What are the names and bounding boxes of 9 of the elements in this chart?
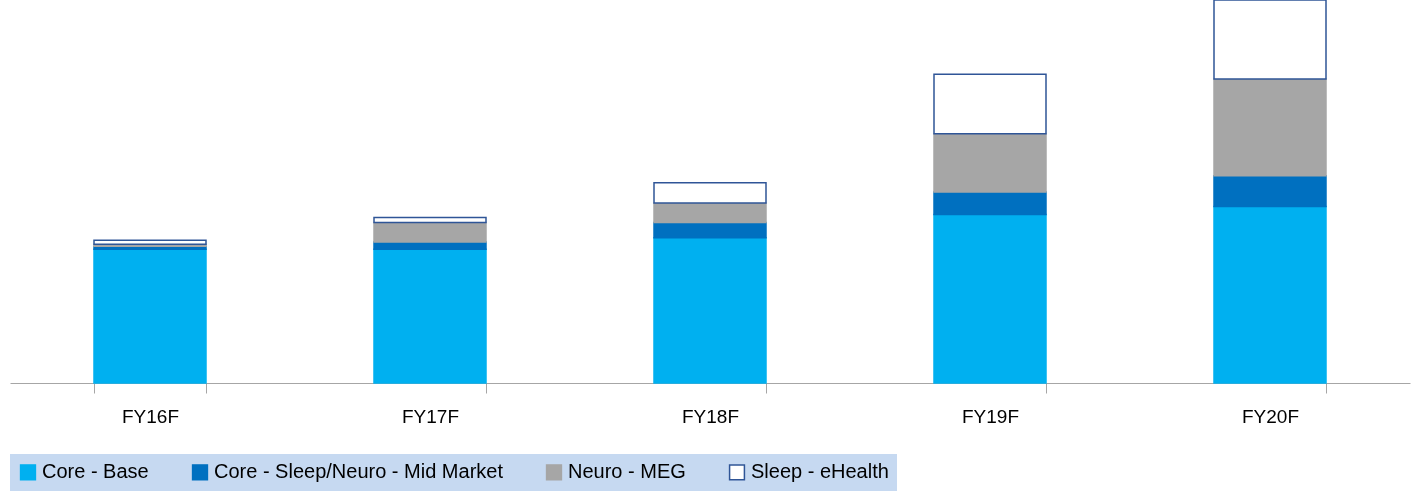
x-tick-label: FY19F xyxy=(961,405,1020,427)
legend-label: Sleep - eHealth xyxy=(751,460,889,483)
x-tick-label: FY16F xyxy=(121,405,180,427)
x-tick-label: FY20F xyxy=(1241,405,1300,427)
legend-label: Core - Sleep/Neuro - Mid Market xyxy=(214,460,504,483)
legend-label: Neuro - MEG xyxy=(568,460,686,483)
x-tick-label: FY17F xyxy=(401,405,460,427)
legend-label: Core - Base xyxy=(42,460,149,483)
x-tick-label: FY18F xyxy=(681,405,740,427)
